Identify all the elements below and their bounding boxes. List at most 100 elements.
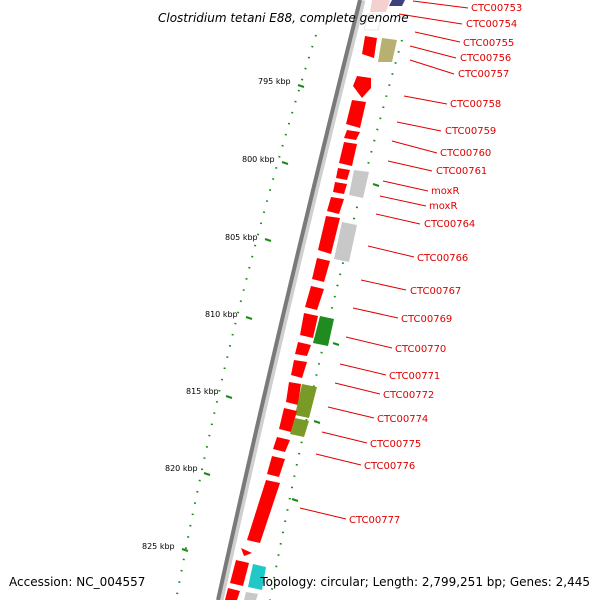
gene-label[interactable]: CTC00767 (410, 286, 461, 297)
topology-text: Topology: circular; Length: 2,799,251 bp… (259, 575, 590, 589)
tick-mark (281, 161, 289, 165)
kbp-ticks: 795 kbp 800 kbp 805 kbp 810 kbp 815 kbp … (142, 77, 305, 552)
gene-feature[interactable] (290, 418, 309, 437)
gene-label[interactable]: CTC00754 (466, 19, 517, 30)
gene-feature[interactable] (336, 168, 350, 180)
gene-label[interactable]: CTC00776 (364, 461, 415, 472)
leader-line (414, 31, 461, 43)
gene-features (225, 0, 405, 600)
genome-title: Clostridium tetani E88, complete genome (158, 11, 409, 25)
inner-mark (313, 420, 321, 424)
gene-labels: CTC00753 CTC00754 CTC00755 CTC00756 CTC0… (349, 3, 522, 526)
gene-label[interactable]: CTC00771 (389, 371, 440, 382)
leader-line (382, 180, 429, 192)
gene-feature[interactable] (225, 588, 240, 600)
gene-feature[interactable] (286, 382, 301, 405)
gene-feature[interactable] (318, 216, 340, 254)
leader-line (360, 279, 407, 291)
gene-feature[interactable] (248, 564, 266, 590)
gene-feature[interactable] (295, 342, 311, 356)
gene-label[interactable]: CTC00766 (417, 253, 468, 264)
tick-label: 825 kbp (142, 542, 175, 551)
gene-feature[interactable] (370, 0, 390, 12)
gene-feature[interactable] (327, 197, 344, 214)
gene-feature[interactable] (353, 76, 371, 98)
gene-label[interactable]: CTC00756 (460, 53, 511, 64)
leader-line (379, 195, 427, 207)
gene-label[interactable]: CTC00753 (471, 3, 522, 14)
leader-line (391, 140, 438, 154)
leader-line (412, 0, 469, 9)
gene-feature[interactable] (291, 360, 307, 378)
tick-mark (297, 84, 305, 88)
leader-line (396, 121, 442, 132)
gene-label[interactable]: CTC00761 (436, 166, 487, 177)
gene-label[interactable]: CTC00770 (395, 344, 446, 355)
leader-line (367, 245, 415, 258)
gene-label[interactable]: CTC00774 (377, 414, 428, 425)
leader-line (299, 507, 347, 520)
gene-feature[interactable] (305, 286, 324, 310)
tick-mark (245, 316, 253, 320)
gene-feature[interactable] (241, 548, 252, 556)
gene-feature[interactable] (349, 170, 369, 198)
tick-mark (264, 238, 272, 242)
inner-mark (291, 498, 299, 502)
tick-label: 815 kbp (186, 387, 219, 396)
gene-feature[interactable] (300, 313, 318, 338)
tick-label: 810 kbp (205, 310, 238, 319)
gene-leader-lines (299, 0, 469, 520)
tick-label: 800 kbp (242, 155, 275, 164)
gene-feature[interactable] (313, 316, 334, 346)
gene-label[interactable]: CTC00772 (383, 390, 434, 401)
gene-label[interactable]: CTC00775 (370, 439, 421, 450)
gene-label[interactable]: CTC00769 (401, 314, 452, 325)
gene-feature[interactable] (362, 36, 377, 58)
backbone-shadow (216, 0, 366, 600)
gene-feature[interactable] (344, 130, 360, 140)
gene-label[interactable]: CTC00764 (424, 219, 475, 230)
leader-line (321, 431, 368, 444)
tick-label: 820 kbp (165, 464, 198, 473)
leader-line (339, 363, 387, 376)
gene-feature[interactable] (339, 142, 357, 166)
gene-feature[interactable] (346, 100, 366, 128)
gene-label[interactable]: CTC00759 (445, 126, 496, 137)
gene-feature[interactable] (295, 384, 317, 418)
gene-feature[interactable] (378, 38, 397, 62)
gene-label[interactable]: CTC00755 (463, 38, 514, 49)
leader-line (403, 95, 448, 105)
leader-line (334, 382, 381, 395)
leader-line (398, 13, 463, 25)
gene-label[interactable]: moxR (431, 186, 459, 197)
tick-mark (225, 395, 233, 399)
gene-feature[interactable] (334, 222, 357, 262)
gene-label[interactable]: CTC00760 (440, 148, 491, 159)
gene-feature[interactable] (273, 437, 290, 452)
leader-line (387, 160, 433, 172)
gene-feature[interactable] (363, 13, 383, 31)
gene-label[interactable]: CTC00777 (349, 515, 400, 526)
tick-label: 795 kbp (258, 77, 291, 86)
gene-feature[interactable] (267, 456, 285, 477)
inner-mark (372, 183, 380, 187)
accession-text: Accession: NC_004557 (9, 575, 145, 589)
tick-mark (203, 472, 211, 476)
leader-line (375, 213, 421, 225)
leader-line (352, 307, 399, 319)
gene-feature[interactable] (333, 182, 347, 194)
leader-line (409, 59, 455, 75)
tick-label: 805 kbp (225, 233, 258, 242)
gene-label[interactable]: CTC00757 (458, 69, 509, 80)
backbone (216, 0, 362, 600)
gene-feature[interactable] (247, 480, 280, 543)
leader-line (327, 406, 375, 419)
gene-feature[interactable] (230, 560, 249, 586)
gene-label[interactable]: CTC00758 (450, 99, 501, 110)
gene-feature[interactable] (312, 258, 330, 282)
gene-feature[interactable] (244, 592, 258, 600)
leader-line (409, 45, 457, 59)
gene-feature[interactable] (389, 0, 405, 6)
gene-label[interactable]: moxR (429, 201, 457, 212)
